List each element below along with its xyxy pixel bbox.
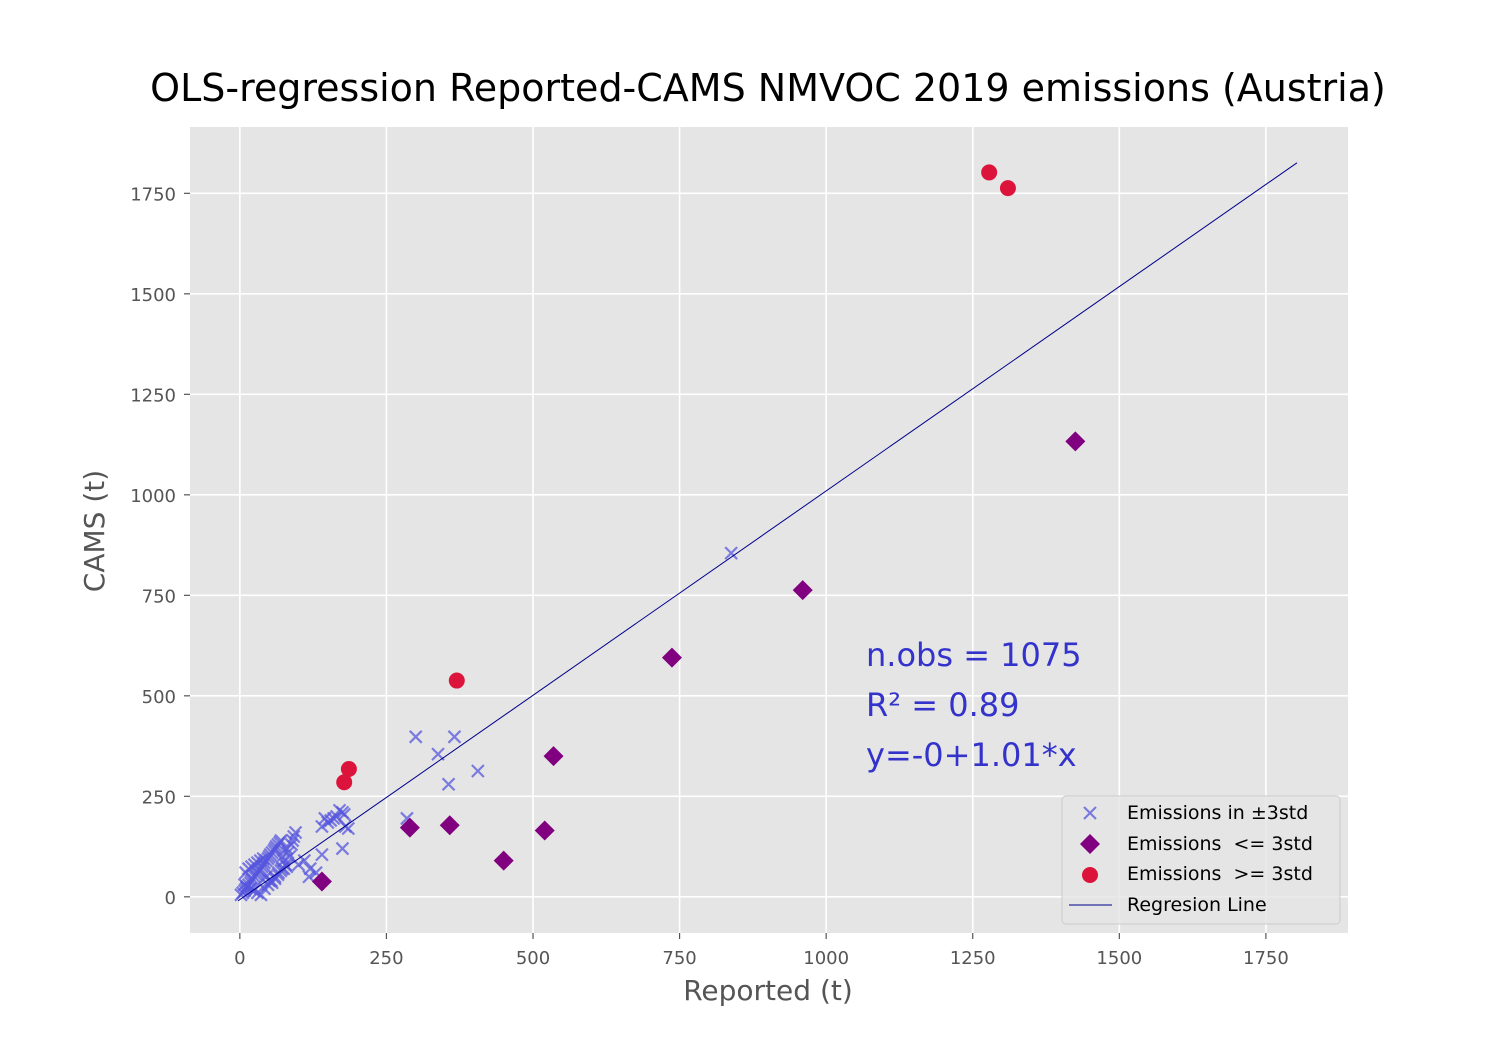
- legend-label-line: Regresion Line: [1127, 894, 1267, 916]
- point-within: [315, 847, 329, 862]
- point-within: [256, 851, 271, 866]
- regression-line: [237, 162, 1298, 902]
- x-tick-label: 500: [516, 948, 550, 969]
- point-within: [408, 730, 423, 744]
- x-axis-label: Reported (t): [683, 974, 853, 1007]
- point-below: [661, 647, 682, 668]
- point-within: [297, 853, 312, 868]
- annotation-nobs: n.obs = 1075: [866, 636, 1082, 674]
- y-tick-label: 500: [142, 687, 176, 708]
- point-below: [792, 580, 813, 601]
- legend: Emissions in ±3std Emissions <= 3std Emi…: [1061, 795, 1341, 925]
- legend-label-within: Emissions in ±3std: [1127, 802, 1308, 824]
- point-below: [543, 746, 564, 767]
- legend-label-above: Emissions >= 3std: [1127, 863, 1313, 885]
- x-tick-label: 250: [369, 948, 403, 969]
- x-tick-label: 0: [234, 948, 245, 969]
- point-within: [281, 845, 295, 860]
- x-tick-label: 1500: [1096, 948, 1142, 969]
- y-tick-label: 1750: [130, 184, 176, 205]
- stats-annotation: n.obs = 1075 R² = 0.89 y=-0+1.01*x: [866, 636, 1082, 774]
- y-tick-label: 0: [165, 888, 176, 909]
- data-marks: [234, 162, 1298, 902]
- point-within: [447, 730, 462, 744]
- point-below: [1065, 431, 1086, 452]
- legend-box: [1061, 795, 1341, 925]
- point-within: [274, 833, 288, 848]
- legend-symbol-above: [1082, 867, 1098, 883]
- y-tick-label: 1250: [130, 385, 176, 406]
- x-tick-label: 1750: [1243, 948, 1289, 969]
- annotation-equation: y=-0+1.01*x: [866, 736, 1077, 774]
- point-below: [399, 817, 420, 838]
- point-within: [284, 837, 299, 852]
- legend-symbol-within: [1083, 806, 1097, 820]
- x-tick-label: 750: [662, 948, 696, 969]
- y-tick-label: 1000: [130, 486, 176, 507]
- legend-label-below: Emissions <= 3std: [1127, 833, 1313, 855]
- series-above-3std: [336, 164, 1016, 791]
- chart-title: OLS-regression Reported-CAMS NMVOC 2019 …: [150, 66, 1386, 110]
- y-tick-label: 750: [142, 586, 176, 607]
- annotation-r2: R² = 0.89: [866, 686, 1019, 724]
- x-tick-label: 1250: [950, 948, 996, 969]
- point-within: [315, 819, 329, 834]
- point-above: [336, 774, 353, 791]
- point-above: [448, 672, 465, 689]
- x-axis-ticks: 0 250 500 750 1000 1250 1500 1750: [234, 933, 1289, 969]
- x-tick-label: 1000: [803, 948, 849, 969]
- y-axis-label: CAMS (t): [78, 470, 111, 592]
- series-regression: [237, 162, 1298, 902]
- point-below: [311, 871, 332, 892]
- point-below: [493, 850, 514, 871]
- series-below-3std: [311, 431, 1086, 892]
- point-within: [288, 825, 303, 840]
- point-within: [287, 829, 301, 844]
- point-above: [981, 164, 998, 181]
- y-axis-ticks: 0 250 500 750 1000 1250 1500 1750: [130, 184, 190, 909]
- point-below: [439, 815, 460, 836]
- point-within: [441, 777, 456, 792]
- point-within: [337, 807, 351, 822]
- point-above: [999, 180, 1016, 197]
- point-within: [323, 813, 338, 828]
- point-within: [285, 833, 300, 848]
- point-below: [534, 820, 555, 841]
- series-within-3std: [234, 546, 738, 902]
- legend-symbol-below: [1080, 834, 1100, 854]
- point-within: [471, 764, 485, 778]
- point-within: [341, 821, 356, 836]
- point-within: [724, 546, 738, 560]
- point-above: [340, 760, 357, 777]
- point-within: [291, 857, 306, 872]
- y-tick-label: 250: [142, 787, 176, 808]
- y-tick-label: 1500: [130, 285, 176, 306]
- point-within: [335, 841, 350, 856]
